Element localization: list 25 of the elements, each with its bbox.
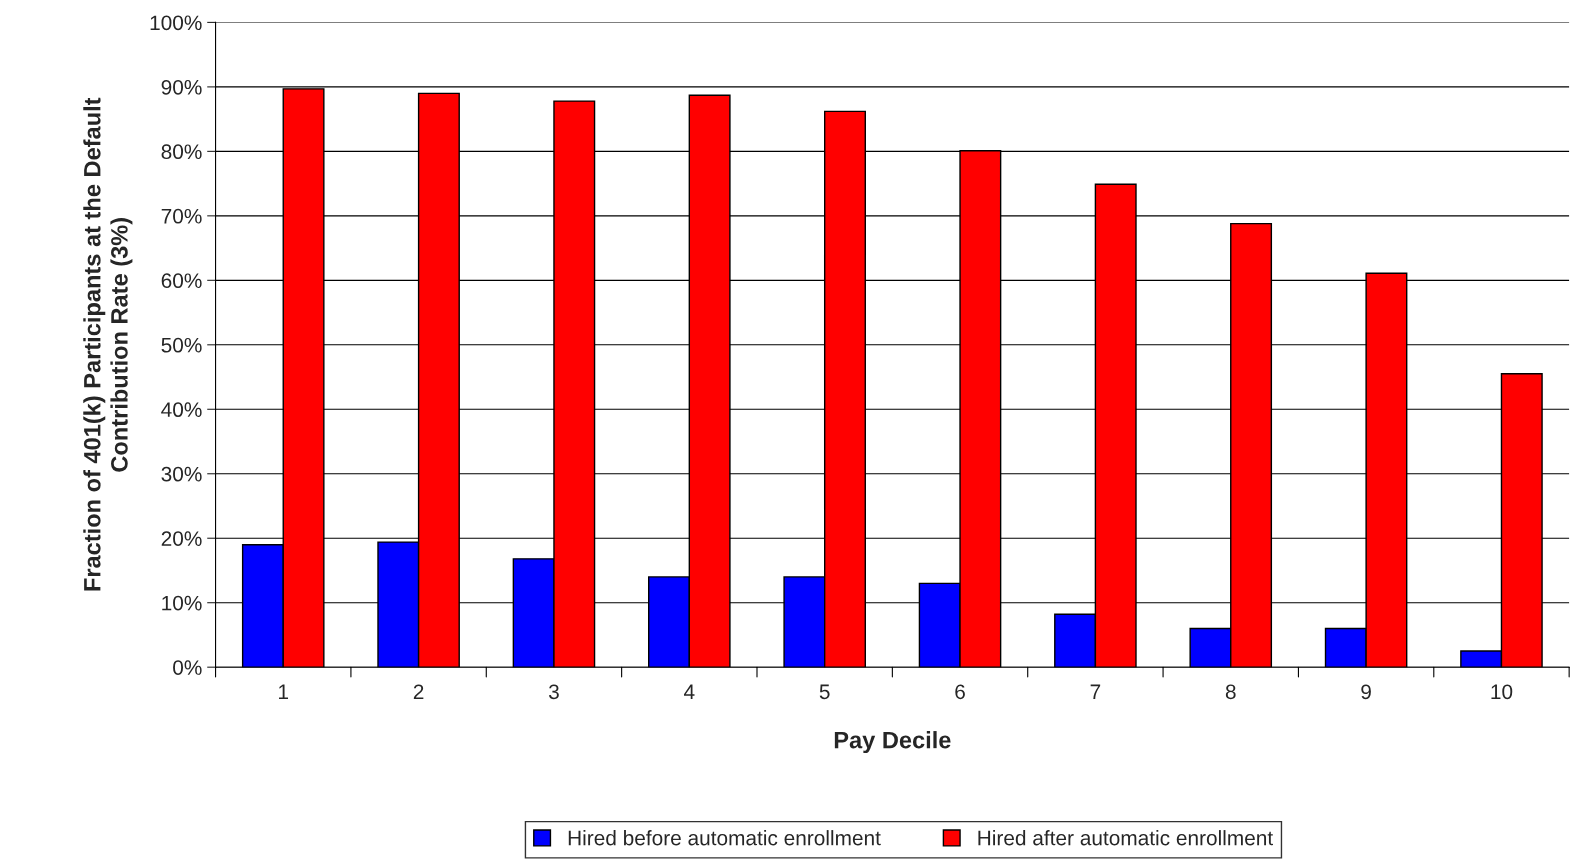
x-axis-title: Pay Decile [834, 731, 951, 754]
x-tick-label: 3 [548, 684, 559, 700]
y-tick-label: 30% [161, 466, 202, 482]
y-tick-label: 80% [161, 144, 202, 160]
x-tick-label: 2 [413, 684, 424, 699]
x-tick-label: 7 [1090, 684, 1101, 699]
x-tick-label: 5 [819, 684, 830, 700]
y-tick-label: 20% [161, 531, 202, 546]
x-tick-label: 9 [1361, 684, 1371, 700]
y-tick-label: 100% [150, 15, 202, 31]
y-axis-title: Fraction of 401(k) Participants at the Default Contribution Rate (3%) [83, 97, 133, 591]
y-tick-label: 90% [161, 79, 202, 95]
y-tick-label: 70% [161, 208, 202, 224]
y-tick-label: 60% [161, 273, 202, 289]
y-tick-label: 40% [161, 402, 202, 418]
y-tick-label: 0% [173, 660, 202, 675]
y-tick-label: 10% [162, 595, 202, 611]
legend-label: Hired after automatic enrollment [978, 830, 1273, 846]
y-tick-label: 50% [161, 337, 202, 353]
x-tick-label: 8 [1225, 684, 1236, 700]
x-tick-label: 1 [279, 684, 289, 699]
x-tick-label: 4 [684, 684, 695, 699]
x-tick-label: 10 [1491, 684, 1513, 700]
legend-label: Hired before automatic enrollment [568, 830, 881, 846]
x-tick-label: 6 [955, 684, 965, 700]
